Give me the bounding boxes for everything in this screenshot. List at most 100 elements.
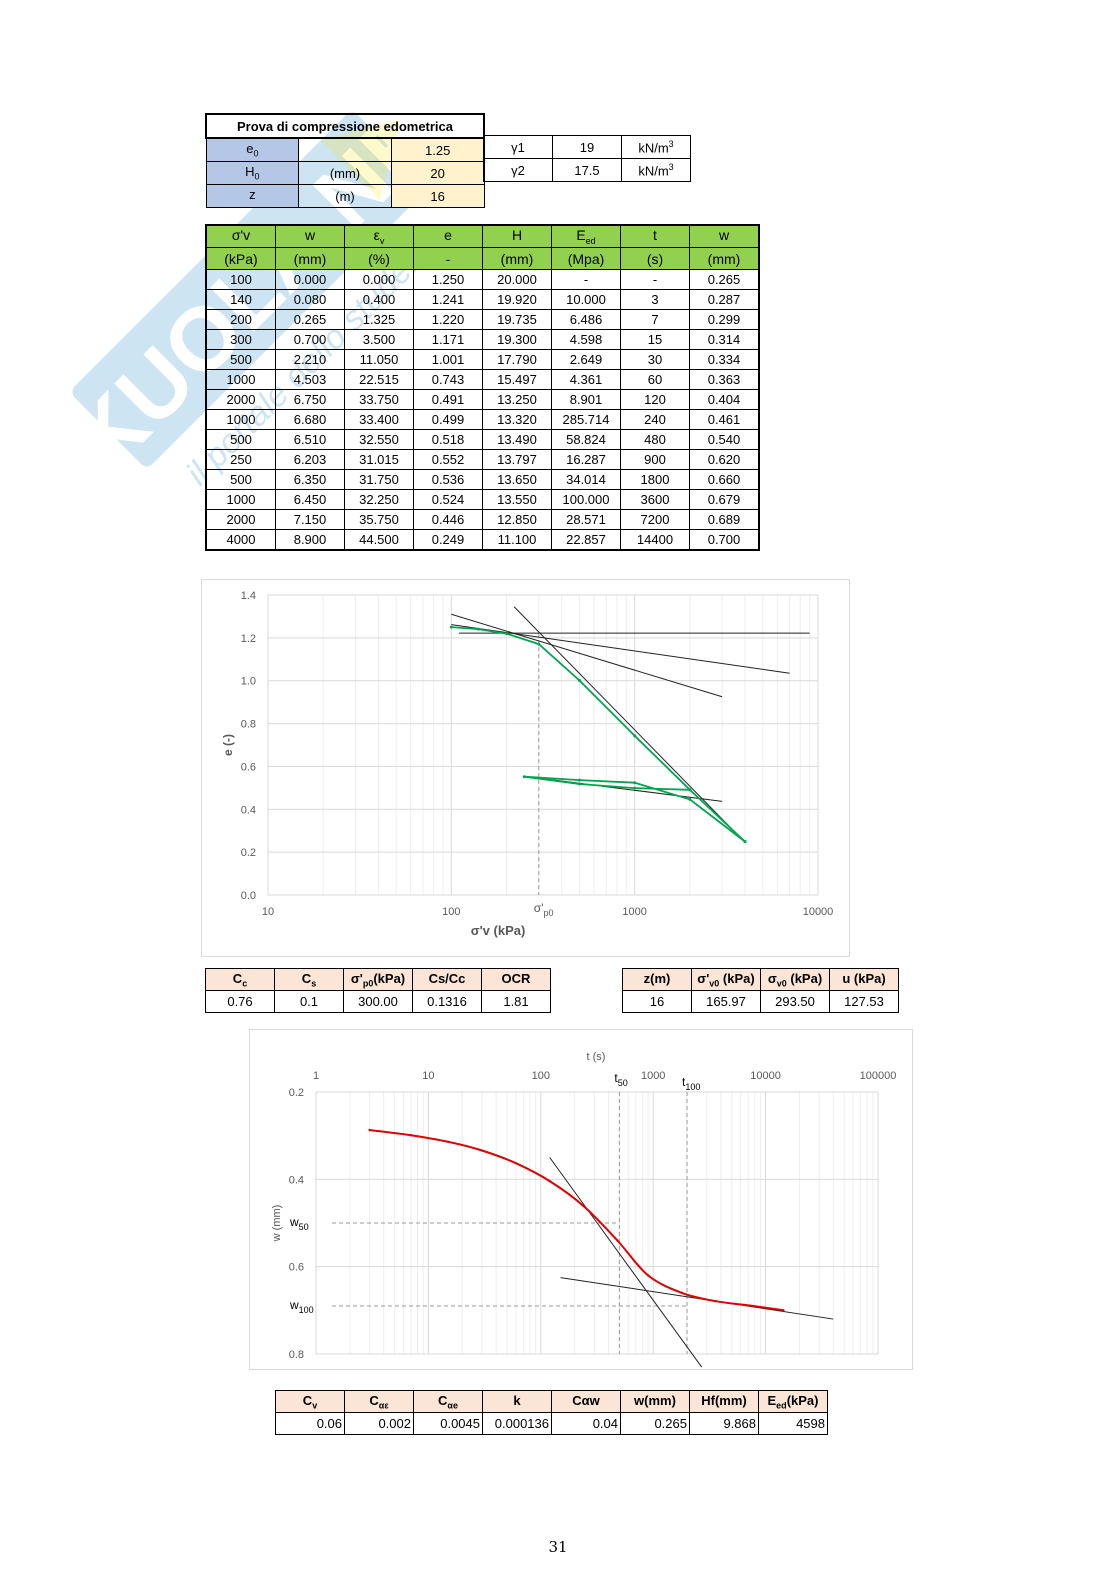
column-unit: (mm) bbox=[482, 247, 552, 270]
gamma-symbol: γ1 bbox=[483, 135, 553, 159]
table-row: 1000 6.450 32.250 0.524 13.550 100.000 3600 0.6… bbox=[205, 489, 760, 510]
result-header: Cv bbox=[275, 1390, 345, 1413]
table-cell: 13.550 bbox=[482, 489, 552, 510]
result-header: Cαε bbox=[344, 1390, 414, 1413]
data-point bbox=[782, 1309, 785, 1312]
table-cell: 0.446 bbox=[413, 509, 483, 530]
x-tick-label: 1000 bbox=[622, 906, 646, 918]
table-cell: 32.550 bbox=[344, 429, 414, 450]
result-value: 0.76 bbox=[205, 990, 275, 1013]
x-axis-label: σ'v (kPa) bbox=[471, 923, 526, 938]
data-point bbox=[748, 1304, 751, 1307]
table-cell: 0.689 bbox=[689, 509, 760, 530]
header-title: Prova di compressione edometrica bbox=[205, 113, 485, 139]
table-row: 300 0.700 3.500 1.171 19.300 4.598 15 0.314 bbox=[205, 329, 760, 350]
data-point bbox=[514, 1161, 518, 1165]
plot-frame bbox=[267, 594, 819, 896]
construction-line bbox=[451, 613, 723, 698]
table-cell: 0.540 bbox=[689, 429, 760, 450]
settlement-time-chart-svg: 1 10 100 1000 10000 100000 0.2 0.4 0.6 0.8 t50 t100… bbox=[271, 1051, 897, 1368]
y-tick-label: 0.2 bbox=[241, 847, 256, 859]
result-header: u (kPa) bbox=[829, 968, 899, 991]
column-unit: (Mpa) bbox=[551, 247, 621, 270]
table-cell: 4.361 bbox=[551, 369, 621, 390]
table-cell: 4.598 bbox=[551, 329, 621, 350]
x-tick-label: 10000 bbox=[750, 1070, 781, 1082]
header-unit: (m) bbox=[298, 184, 392, 208]
data-point bbox=[577, 778, 581, 782]
table-cell: 28.571 bbox=[551, 509, 621, 530]
result-value: 16 bbox=[622, 990, 692, 1013]
construction-line bbox=[513, 606, 746, 843]
result-header: Eed(kPa) bbox=[758, 1390, 828, 1413]
y-tick-label: 0.4 bbox=[289, 1174, 304, 1186]
y-tick-label: 1.2 bbox=[241, 633, 256, 645]
plot-frame bbox=[315, 1091, 879, 1355]
result-value: 0.265 bbox=[620, 1412, 690, 1435]
table-cell: 140 bbox=[205, 289, 276, 310]
x-tick-label: 10 bbox=[422, 1070, 434, 1082]
oedometer-data-table: σ'v w εv e H Eed t w (kPa) (mm) (%) - (mm) (Mpa) (s)(… bbox=[205, 224, 760, 551]
table-cell: 1000 bbox=[205, 489, 276, 510]
table-cell: 0.404 bbox=[689, 389, 760, 410]
table-cell: 4000 bbox=[205, 529, 276, 551]
table-cell: 11.050 bbox=[344, 349, 414, 370]
result-value: 9.868 bbox=[689, 1412, 759, 1435]
table-cell: 1.325 bbox=[344, 309, 414, 330]
table-cell: 0.518 bbox=[413, 429, 483, 450]
table-cell: 19.735 bbox=[482, 309, 552, 330]
table-cell: 2000 bbox=[205, 389, 276, 410]
result-header: σ'p0(kPa) bbox=[343, 968, 413, 991]
table-cell: 22.515 bbox=[344, 369, 414, 390]
preconsolidation-label-sub: p0 bbox=[544, 908, 554, 918]
settlement-time-chart: 1 10 100 1000 10000 100000 0.2 0.4 0.6 0.8 t50 t100… bbox=[249, 1029, 913, 1370]
table-cell: 200 bbox=[205, 309, 276, 330]
table-cell: 8.900 bbox=[275, 529, 345, 551]
column-header: t bbox=[620, 224, 690, 248]
table-cell: 7 bbox=[620, 309, 690, 330]
result-header: Cs bbox=[274, 968, 344, 991]
table-cell: 0.249 bbox=[413, 529, 483, 551]
y-tick-label: 1.4 bbox=[241, 590, 256, 602]
table-cell: 20.000 bbox=[482, 269, 552, 290]
result-value: 1.81 bbox=[481, 990, 551, 1013]
y-tick-label: 0.8 bbox=[289, 1349, 304, 1361]
y-tick-label: 0.8 bbox=[241, 719, 256, 731]
table-cell: 1.241 bbox=[413, 289, 483, 310]
result-value: 165.97 bbox=[691, 990, 761, 1013]
y-tick-label: 1.0 bbox=[241, 676, 256, 688]
x-tick-label: 100000 bbox=[860, 1070, 897, 1082]
table-cell: 7200 bbox=[620, 509, 690, 530]
table-cell: 1.250 bbox=[413, 269, 483, 290]
table-cell: 0.334 bbox=[689, 349, 760, 370]
time-marker-sub: 100 bbox=[685, 1082, 700, 1092]
table-row: 250 6.203 31.015 0.552 13.797 16.287 900 0.620 bbox=[205, 449, 760, 470]
y-tick-label: 0.0 bbox=[241, 890, 256, 902]
y-axis-label: e (-) bbox=[221, 734, 235, 756]
table-cell: 0.080 bbox=[275, 289, 345, 310]
table-cell: 6.680 bbox=[275, 409, 345, 430]
y-tick-label: 0.6 bbox=[241, 761, 256, 773]
table-cell: - bbox=[551, 269, 621, 290]
table-cell: 0.620 bbox=[689, 449, 760, 470]
table-cell: 120 bbox=[620, 389, 690, 410]
table-cell: 4.503 bbox=[275, 369, 345, 390]
y-tick-label: 0.2 bbox=[289, 1087, 304, 1099]
series-line bbox=[451, 626, 746, 843]
table-cell: - bbox=[620, 269, 690, 290]
table-row: 500 2.210 11.050 1.001 17.790 2.649 30 0.334 bbox=[205, 349, 760, 370]
w-marker-sub: 50 bbox=[299, 1222, 309, 1232]
void-ratio-chart: 10 100 1000 10000 0.0 0.2 0.4 0.6 0.8 1.0 1.2 1.4 σ'… bbox=[201, 579, 850, 957]
column-header: e bbox=[413, 224, 483, 248]
void-ratio-chart-svg: 10 100 1000 10000 0.0 0.2 0.4 0.6 0.8 1.0 1.2 1.4 σ'… bbox=[221, 590, 833, 938]
result-header: k bbox=[482, 1390, 552, 1413]
result-value: 293.50 bbox=[760, 990, 830, 1013]
data-point bbox=[505, 632, 509, 636]
table-cell: 0.000 bbox=[344, 269, 414, 290]
preconsolidation-label: σ'p0 bbox=[534, 901, 554, 918]
table-cell: 12.850 bbox=[482, 509, 552, 530]
table-cell: 0.743 bbox=[413, 369, 483, 390]
table-cell: 500 bbox=[205, 469, 276, 490]
table-cell: 1.220 bbox=[413, 309, 483, 330]
result-value: 127.53 bbox=[829, 990, 899, 1013]
